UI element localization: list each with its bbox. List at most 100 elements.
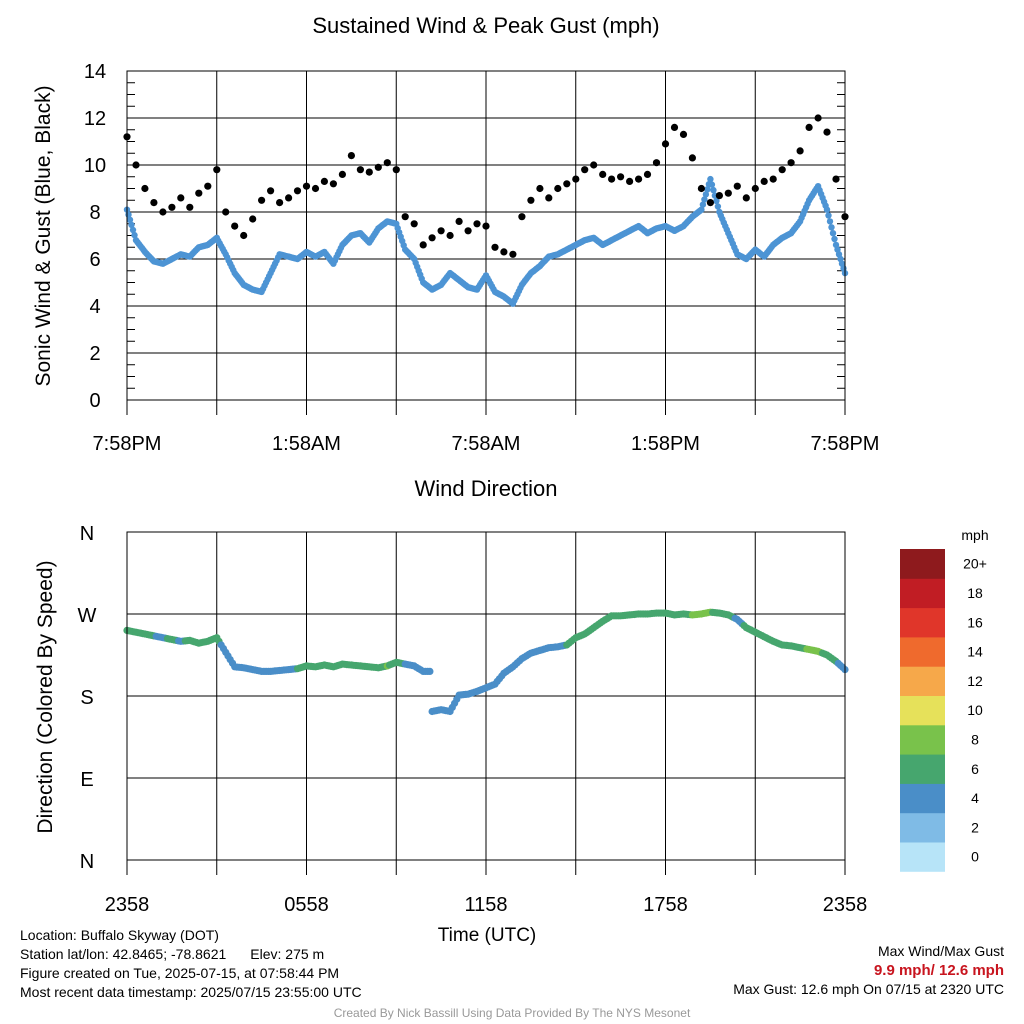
sustained-wind-point [829,230,837,237]
wind-speed-y-tick: 4 [89,296,100,318]
peak-gust-point [823,128,831,136]
wind-speed-title: Sustained Wind & Peak Gust (mph) [312,13,659,38]
sustained-wind-point [128,221,135,229]
wind-speed-grid [126,70,846,415]
wind-direction-y-tick: N [80,851,94,873]
peak-gust-point [787,159,795,167]
wind-speed-y-tick: 6 [89,249,100,271]
wind-speed-y-tick: 0 [89,390,100,412]
peak-gust-point [365,168,373,176]
peak-gust-point [168,203,176,211]
peak-gust-point [482,222,490,230]
sustained-wind-point [713,197,720,205]
peak-gust-point [195,189,203,197]
wind-speed-x-tick-labels: 7:58PM 1:58AM 7:58AM 1:58PM 7:58PM [93,433,880,455]
figure-created: Figure created on Tue, 2025-07-15, at 07… [20,965,340,981]
peak-gust-point [500,248,508,256]
sustained-wind-point [714,203,722,210]
max-wind-values: 9.9 mph/ 12.6 mph [873,962,1004,979]
peak-gust-point [554,184,562,193]
sustained-wind-point [707,175,714,183]
wind-direction-title: Wind Direction [414,476,557,501]
peak-gust-point [590,161,598,169]
peak-gust-point [410,220,418,228]
peak-gust-point [150,199,158,207]
colorbar-tick-label: 12 [967,673,983,689]
wind-speed-x-tick: 1:58AM [272,433,341,455]
peak-gust-point [652,159,661,167]
sustained-wind-point [699,201,707,208]
peak-gust-point [563,180,571,188]
wind-direction-x-tick: 1758 [643,894,688,916]
wind-speed-y-tick: 10 [84,155,106,177]
peak-gust-point [545,194,553,202]
peak-gust-point [832,175,840,183]
recent-data-timestamp: Most recent data timestamp: 2025/07/15 2… [20,984,362,1000]
wind-direction-grid [126,531,846,875]
peak-gust-series [123,114,849,258]
colorbar-swatch [900,842,945,872]
peak-gust-point [509,250,517,258]
wind-direction-x-tick: 0558 [284,894,329,916]
wind-speed-y-tick: 12 [84,108,106,130]
peak-gust-point [643,170,652,178]
wind-speed-y-axis-label: Sonic Wind & Gust (Blue, Black) [32,85,55,386]
wind-direction-series [123,608,849,716]
wind-direction-x-axis-label: Time (UTC) [438,925,537,946]
colorbar-tick-label: 0 [971,849,979,865]
sustained-wind-point [828,224,835,231]
colorbar-swatch [900,812,945,843]
credit-line: Created By Nick Bassill Using Data Provi… [333,1006,691,1020]
peak-gust-point [724,189,732,197]
sustained-wind-point [129,226,137,234]
colorbar-swatch [900,636,945,667]
wind-speed-y-tick-labels: 0 2 4 6 8 10 12 14 [84,61,106,412]
wind-speed-y-tick: 14 [84,61,106,83]
wind-direction-x-tick: 2358 [105,894,150,916]
peak-gust-point [697,184,706,193]
sustained-wind-series [123,175,849,307]
colorbar-swatch [900,724,945,755]
peak-gust-point [706,199,715,207]
wind-speed-x-tick: 7:58AM [452,433,521,455]
peak-gust-point [356,166,364,174]
peak-gust-point [742,194,750,202]
peak-gust-point [581,166,589,174]
peak-gust-point [240,231,248,240]
peak-gust-point [679,130,688,138]
colorbar-swatches [900,549,945,872]
sustained-wind-point [825,212,832,219]
peak-gust-point [536,184,544,193]
peak-gust-point [347,152,355,160]
colorbar-swatch [900,695,945,726]
wind-direction-panel: Wind Direction Direction (Colored By Spe… [34,476,867,946]
peak-gust-point [814,114,822,122]
peak-gust-point [751,184,759,193]
peak-gust-point [608,175,616,183]
wind-direction-point [426,667,434,676]
colorbar-swatch [900,607,945,638]
colorbar-tick-label: 14 [967,644,983,660]
peak-gust-point [159,208,167,216]
max-wind-summary: Max Wind/Max Gust 9.9 mph/ 12.6 mph Max … [733,942,1004,999]
peak-gust-point [446,231,454,240]
colorbar-swatch [900,666,945,696]
colorbar-tick-label: 18 [967,585,983,601]
wind-speed-x-tick: 7:58PM [93,433,162,455]
max-wind-title: Max Wind/Max Gust [877,943,1004,959]
peak-gust-point [329,180,337,188]
peak-gust-point [661,140,670,148]
peak-gust-point [392,166,400,174]
peak-gust-point [796,147,804,155]
peak-gust-point [338,170,346,178]
peak-gust-point [141,184,149,193]
wind-direction-y-tick-labels: N E S W N [78,523,97,873]
colorbar-labels: 0 2 4 6 8 10 12 14 16 18 20+ [963,556,987,865]
peak-gust-point [437,227,445,235]
peak-gust-point [186,203,194,211]
sustained-wind-point [831,235,838,243]
wind-direction-y-tick: W [78,605,97,627]
peak-gust-point [527,196,535,204]
colorbar-swatch [900,754,945,784]
